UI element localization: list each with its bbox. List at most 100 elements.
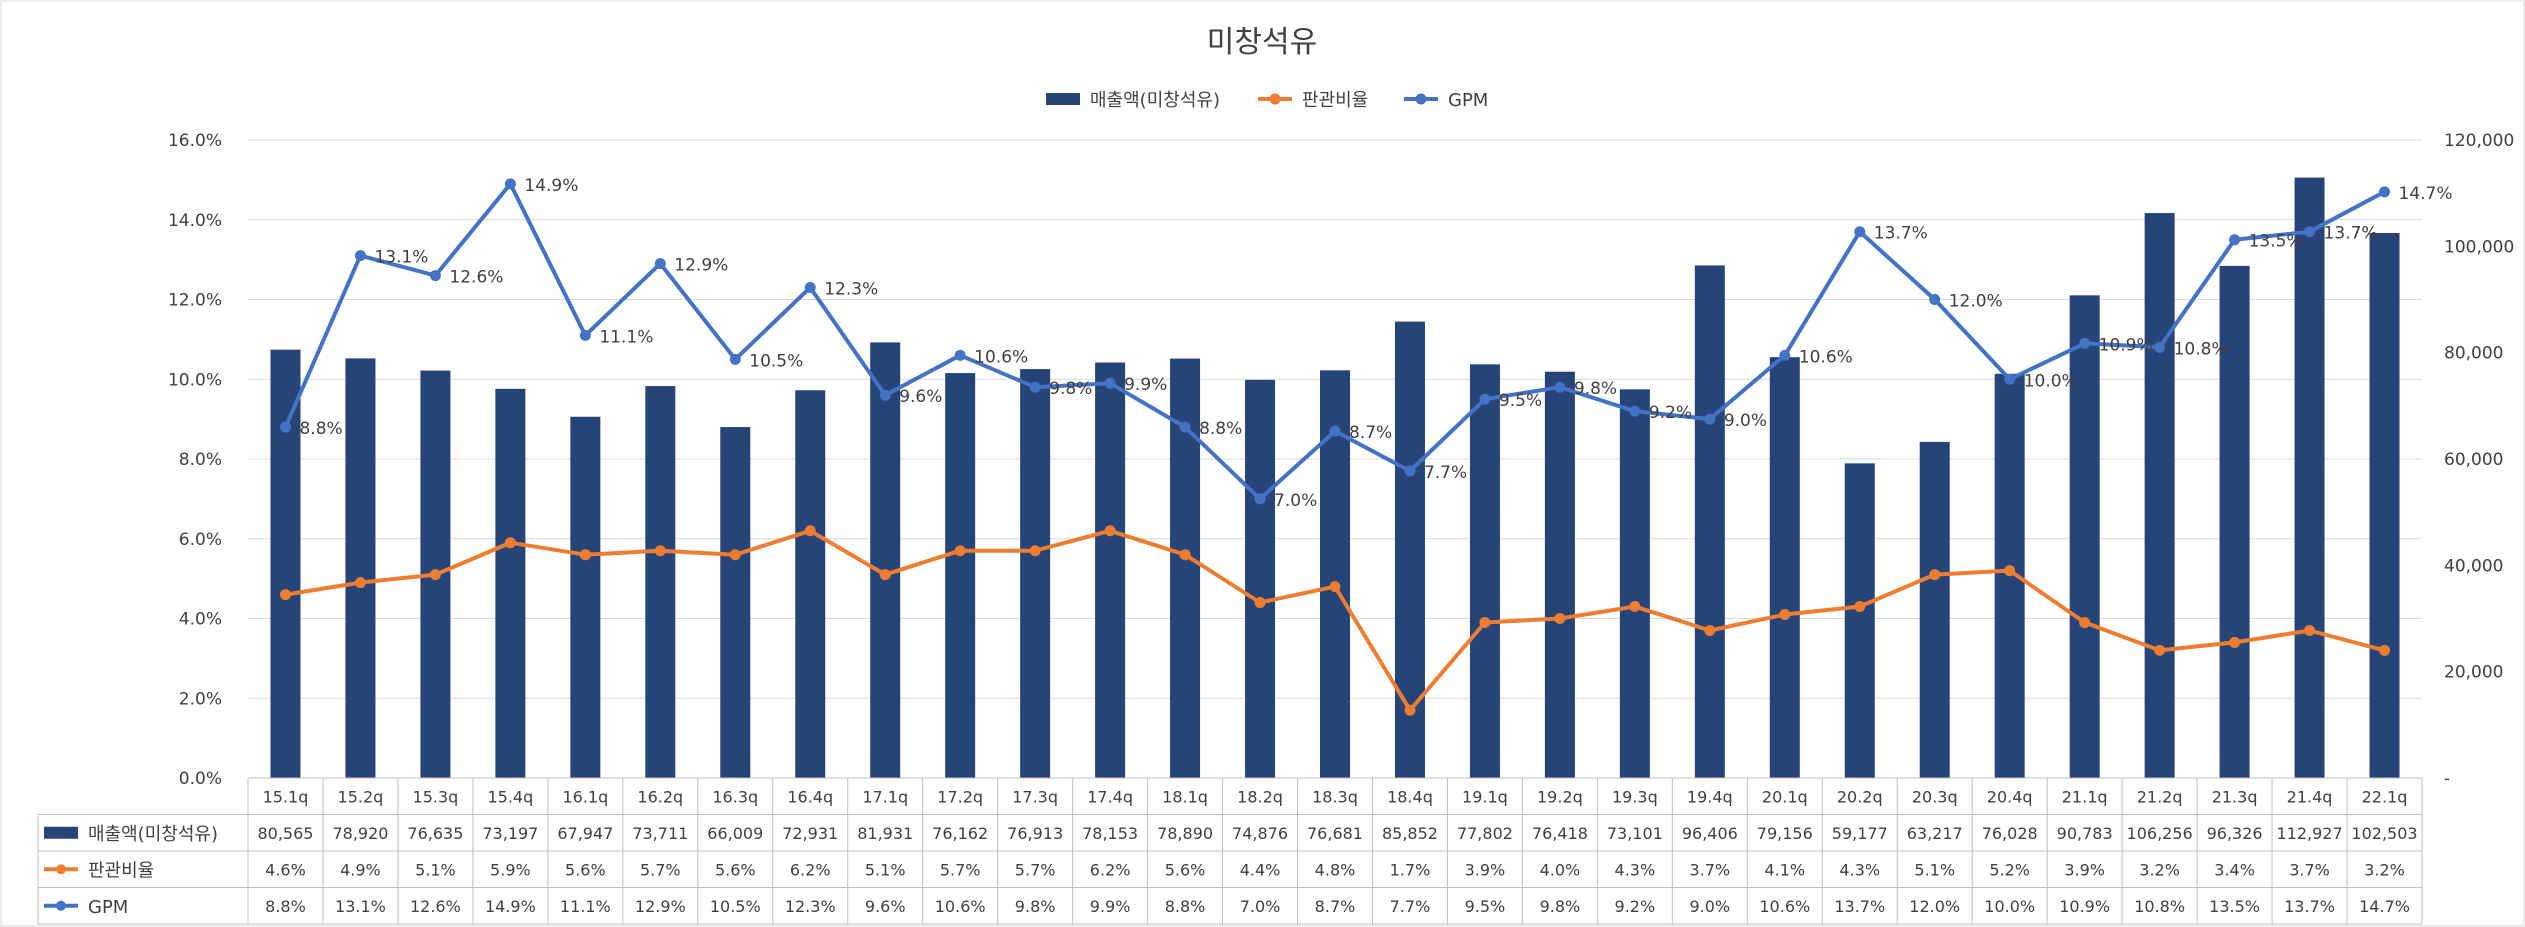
category-label: 15.3q — [413, 787, 459, 806]
gpm-point — [1254, 493, 1266, 505]
판관비율-point — [1704, 624, 1716, 636]
table-cell: 11.1% — [560, 897, 611, 916]
gpm-data-label: 10.9% — [2099, 335, 2153, 355]
판관비율-point — [279, 589, 291, 601]
category-label: 16.3q — [712, 787, 758, 806]
table-cell: 78,920 — [332, 824, 388, 843]
table-cell: 9.6% — [865, 897, 906, 916]
gpm-point — [429, 270, 441, 282]
table-cell: 7.0% — [1240, 897, 1281, 916]
legend: 매출액(미창석유) 판관비율 GPM — [1046, 90, 1488, 111]
table-cell: 8.8% — [1165, 897, 1206, 916]
판관비율-point — [1554, 613, 1566, 624]
gpm-data-label: 14.7% — [2399, 184, 2453, 204]
gpm-point — [954, 349, 966, 361]
left-tick-label: 12.0% — [168, 291, 222, 311]
gpm-point — [279, 421, 291, 433]
gpm-point — [729, 353, 741, 365]
판관비율-point — [804, 525, 816, 537]
table-cell: 5.1% — [415, 860, 456, 879]
table-cell: 5.6% — [1165, 860, 1206, 879]
category-label: 18.2q — [1237, 787, 1283, 806]
bar — [1544, 371, 1575, 778]
gpm-data-label: 10.8% — [2174, 339, 2228, 359]
gpm-data-label: 10.6% — [1799, 347, 1853, 367]
gpm-data-label: 10.5% — [749, 351, 803, 371]
table-row-label: GPM — [88, 897, 128, 918]
table-cell: 4.1% — [1764, 860, 1805, 879]
bar — [795, 390, 826, 778]
table-legend-swatch — [44, 826, 78, 839]
table-cell: 6.2% — [790, 860, 831, 879]
gpm-data-label: 7.0% — [1274, 491, 1317, 511]
bar — [2144, 213, 2175, 778]
bar — [495, 388, 526, 778]
category-label: 15.4q — [487, 787, 533, 806]
legend-label: 매출액(미창석유) — [1090, 90, 1220, 111]
bar — [2369, 233, 2400, 779]
bar — [945, 373, 976, 778]
table-cell: 14.7% — [2359, 897, 2410, 916]
판관비율-point — [1779, 609, 1791, 621]
table-cell: 5.7% — [940, 860, 981, 879]
right-tick-label: 100,000 — [2444, 237, 2514, 257]
gpm-point — [654, 258, 666, 270]
bar — [645, 386, 676, 778]
판관비율-point — [729, 549, 741, 561]
판관비율-point — [2379, 644, 2391, 656]
category-label: 18.3q — [1312, 787, 1358, 806]
bar — [1020, 369, 1051, 778]
right-tick-label: 40,000 — [2444, 556, 2503, 576]
gpm-point — [1404, 465, 1416, 477]
gpm-point — [1479, 393, 1491, 405]
gpm-data-label: 11.1% — [599, 327, 653, 347]
category-label: 16.4q — [787, 787, 833, 806]
bar — [870, 342, 901, 778]
gpm-point — [2229, 234, 2241, 246]
table-cell: 10.5% — [710, 897, 761, 916]
gpm-point — [2079, 337, 2091, 349]
gpm-data-label: 9.2% — [1649, 403, 1692, 423]
category-label: 21.2q — [2137, 787, 2183, 806]
gpm-data-label: 8.8% — [299, 419, 342, 439]
table-cell: 76,418 — [1532, 824, 1588, 843]
bar — [1394, 321, 1425, 778]
table-cell: 14.9% — [485, 897, 536, 916]
table-cell: 9.8% — [1540, 897, 1581, 916]
table-cell: 73,101 — [1607, 824, 1663, 843]
table-cell: 3.9% — [1465, 860, 1506, 879]
gpm-data-label: 10.0% — [2024, 371, 2078, 391]
table-cell: 63,217 — [1907, 824, 1963, 843]
table-cell: 96,406 — [1682, 824, 1738, 843]
gpm-point — [2379, 186, 2391, 198]
bar — [270, 349, 301, 778]
right-axis-ticks: - 20,000 40,000 60,000 80,000 100,000 120,000 — [2444, 131, 2514, 789]
gpm-point — [879, 389, 891, 401]
table-cell: 80,565 — [257, 824, 313, 843]
table-cell: 12.9% — [635, 897, 686, 916]
right-tick-label: 80,000 — [2444, 344, 2503, 364]
gpm-data-label: 14.9% — [524, 176, 578, 196]
left-tick-label: 4.0% — [179, 610, 222, 630]
table-cell: 3.4% — [2214, 860, 2255, 879]
category-label: 21.3q — [2212, 787, 2258, 806]
table-cell: 9.2% — [1615, 897, 1656, 916]
category-label: 15.2q — [338, 787, 384, 806]
gpm-data-label: 7.7% — [1424, 463, 1467, 483]
판관비율-point — [2229, 636, 2241, 648]
gpm-data-label: 12.0% — [1949, 292, 2003, 312]
bar — [345, 358, 376, 778]
table-cell: 10.9% — [2059, 897, 2110, 916]
category-label: 16.1q — [562, 787, 608, 806]
table-cell: 76,913 — [1007, 824, 1063, 843]
판관비율-point — [1629, 601, 1641, 613]
right-tick-label: 20,000 — [2444, 663, 2503, 683]
category-label: 21.4q — [2287, 787, 2333, 806]
gpm-data-label: 9.0% — [1724, 411, 1767, 431]
gpm-point — [504, 178, 516, 190]
left-tick-label: 0.0% — [179, 769, 222, 789]
chart-title: 미창석유 — [1207, 25, 1317, 60]
판관비율-point — [2079, 616, 2091, 628]
table-row-label: 판관비율 — [88, 860, 154, 881]
